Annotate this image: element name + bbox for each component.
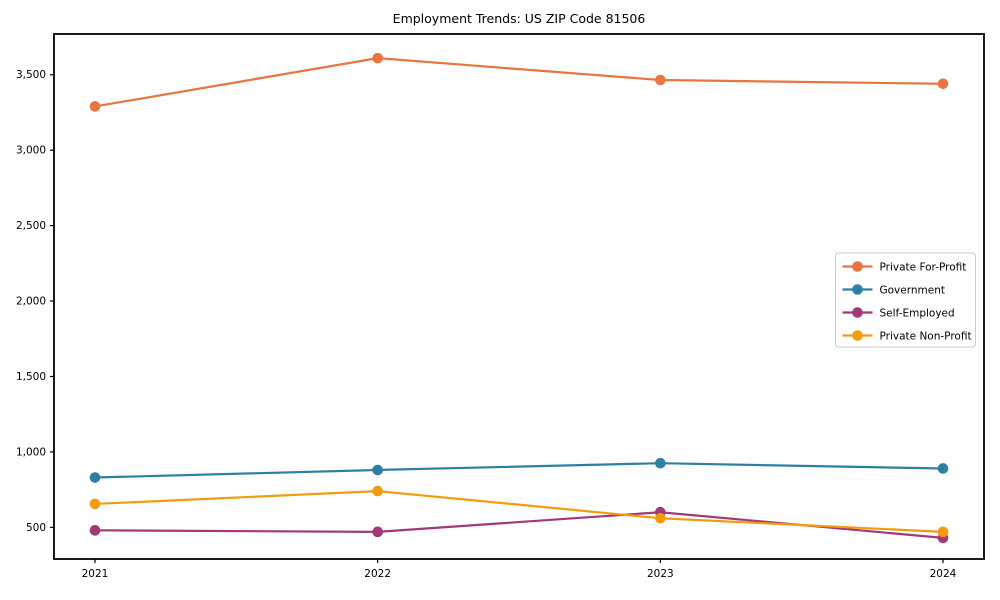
data-point-government xyxy=(89,472,101,483)
legend-label-private-non-profit: Private Non-Profit xyxy=(880,330,972,342)
data-point-private-non-profit xyxy=(937,526,949,538)
legend-marker-private-non-profit xyxy=(852,330,863,341)
y-tick-label: 1,000 xyxy=(16,446,46,458)
legend-label-private-for-profit: Private For-Profit xyxy=(880,261,967,273)
y-tick-label: 1,500 xyxy=(16,371,46,383)
legend-box xyxy=(835,252,976,348)
y-tick-label: 2,000 xyxy=(16,296,46,308)
x-tick-label: 2023 xyxy=(647,568,674,580)
data-point-private-for-profit xyxy=(937,78,949,90)
data-point-private-for-profit xyxy=(89,101,101,112)
x-tick-label: 2022 xyxy=(364,568,391,580)
legend-label-government: Government xyxy=(880,284,945,296)
x-tick-label: 2024 xyxy=(930,568,957,580)
y-tick-label: 500 xyxy=(26,522,46,534)
legend-marker-government xyxy=(852,284,863,295)
data-point-private-for-profit xyxy=(372,52,383,64)
data-point-private-for-profit xyxy=(655,74,666,86)
legend: Private For-Profit Government Self-Employe… xyxy=(835,252,976,348)
chart-title: Employment Trends: US ZIP Code 81506 xyxy=(393,11,646,26)
series-line-private-non-profit xyxy=(94,490,944,533)
legend-label-self-employed: Self-Employed xyxy=(880,307,955,319)
axis-ticks: 500 1,000 1,500 2,000 2,500 3,000 3,500 2021 202… xyxy=(16,69,957,580)
x-tick-label: 2021 xyxy=(82,568,109,580)
data-point-private-non-profit xyxy=(372,485,383,497)
data-point-government xyxy=(655,457,666,469)
series-line-private-for-profit xyxy=(94,57,944,108)
legend-marker-self-employed xyxy=(852,307,863,318)
series-line-government xyxy=(94,462,944,479)
series-lines xyxy=(89,52,949,544)
legend-marker-private-for-profit xyxy=(852,261,863,272)
data-point-government xyxy=(937,463,949,474)
data-point-government xyxy=(372,464,383,476)
data-point-private-non-profit xyxy=(655,512,666,524)
y-tick-label: 3,000 xyxy=(16,145,46,157)
data-point-private-non-profit xyxy=(89,498,101,510)
data-point-self-employed xyxy=(89,525,101,536)
data-point-self-employed xyxy=(372,526,383,538)
plot-area-border xyxy=(53,33,985,560)
y-tick-label: 3,500 xyxy=(16,69,46,81)
y-tick-label: 2,500 xyxy=(16,220,46,232)
